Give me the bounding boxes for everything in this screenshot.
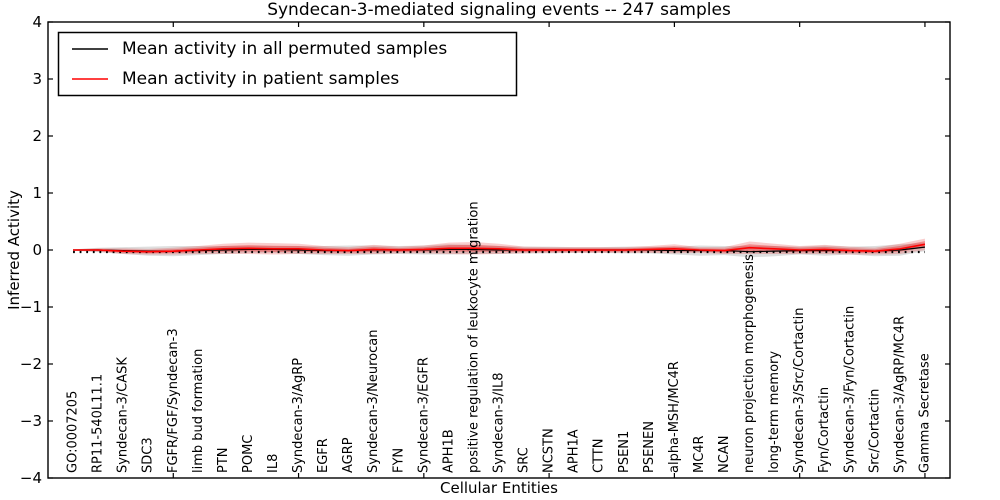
entity-label: long-term memory <box>767 351 782 473</box>
entity-label: RP11-540L11.1 <box>91 374 106 473</box>
patient-mean-line <box>73 243 926 253</box>
entity-label: PTN <box>216 447 231 473</box>
y-tick-label: −1 <box>20 298 42 316</box>
entity-label: POMC <box>241 435 256 473</box>
x-axis-label: Cellular Entities <box>440 479 558 497</box>
entity-label: GO:0007205 <box>66 391 81 473</box>
y-tick-labels: 4 3 2 1 0 −1 −2 −3 −4 <box>20 13 42 487</box>
y-tick-label: −2 <box>20 355 42 373</box>
legend-label-permuted: Mean activity in all permuted samples <box>122 39 447 59</box>
entity-label: NCAN <box>717 436 732 473</box>
y-axis-label: Inferred Activity <box>5 190 23 310</box>
mean-activity-lines <box>73 243 926 253</box>
entity-label: SRC <box>517 447 532 473</box>
y-tick-label: 2 <box>32 127 42 145</box>
entity-label: Syndecan-3/IL8 <box>492 373 507 473</box>
entity-label: Syndecan-3/Neurocan <box>366 330 381 473</box>
entity-label: Syndecan-3/CASK <box>116 357 131 473</box>
entity-label: Syndecan-3/AgRP/MC4R <box>892 316 907 473</box>
entity-label: PSENEN <box>642 421 657 473</box>
entity-label: FYN <box>391 448 406 473</box>
y-tick-label: 1 <box>32 184 42 202</box>
entity-label: Gamma Secretase <box>917 353 932 473</box>
confidence-bands <box>73 238 925 258</box>
y-tick-label: −4 <box>20 469 42 487</box>
entity-label: limb bud formation <box>191 349 206 473</box>
entity-label: IL8 <box>266 454 281 473</box>
plot-border <box>47 21 951 479</box>
y-tick-label: 3 <box>32 70 42 88</box>
entity-label: FGFR/FGF/Syndecan-3 <box>166 328 181 473</box>
entity-label: APH1A <box>567 429 582 473</box>
chart-title: Syndecan-3-mediated signaling events -- … <box>267 0 731 20</box>
y-tick-label: −3 <box>20 412 42 430</box>
entity-label: Fyn/Cortactin <box>817 387 832 473</box>
legend-box <box>57 31 518 97</box>
entity-label: SDC3 <box>141 437 156 473</box>
permuted-mean-line <box>73 246 926 253</box>
entity-label: NCSTN <box>542 428 557 473</box>
entity-label: Syndecan-3/Src/Cortactin <box>792 307 807 473</box>
entity-label: AGRP <box>341 437 356 473</box>
entity-label: EGFR <box>316 438 331 473</box>
entity-label: CTTN <box>592 439 607 473</box>
y-tick-label: 0 <box>32 241 42 259</box>
entity-label: APH1B <box>441 429 456 473</box>
entity-label: positive regulation of leukocyte migrati… <box>466 201 481 473</box>
y-tick-label: 4 <box>32 13 42 31</box>
entity-label: Src/Cortactin <box>867 389 882 473</box>
entity-label: Syndecan-3/EGFR <box>416 357 431 473</box>
entity-label: neuron projection morphogenesis <box>742 254 757 473</box>
entity-label: PSEN1 <box>617 431 632 473</box>
entity-label: MC4R <box>692 435 707 473</box>
legend-label-patient: Mean activity in patient samples <box>122 69 399 89</box>
entity-tick-labels: GO:0007205 RP11-540L11.1 Syndecan-3/CASK SD… <box>66 201 933 473</box>
entity-label: alpha-MSH/MC4R <box>667 361 682 473</box>
entity-label: Syndecan-3/AgRP <box>291 358 306 473</box>
entity-label: Syndecan-3/Fyn/Cortactin <box>842 306 857 473</box>
legend: Mean activity in all permuted samples Me… <box>57 31 518 97</box>
